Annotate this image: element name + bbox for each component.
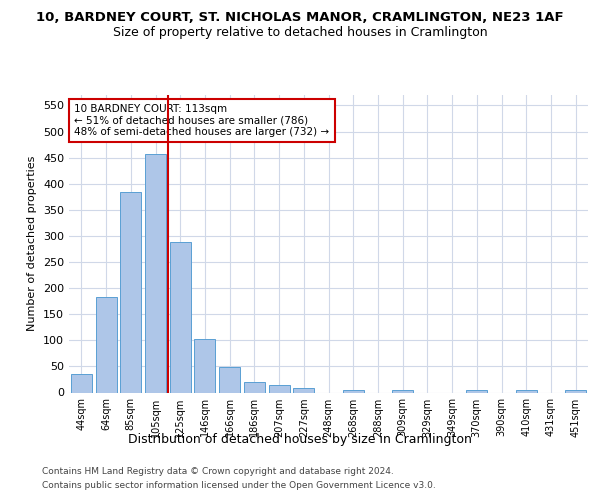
Bar: [219, 368, 240, 392]
Bar: [269, 384, 290, 392]
Text: 10, BARDNEY COURT, ST. NICHOLAS MANOR, CRAMLINGTON, NE23 1AF: 10, BARDNEY COURT, ST. NICHOLAS MANOR, C…: [36, 11, 564, 24]
Text: 10 BARDNEY COURT: 113sqm
← 51% of detached houses are smaller (786)
48% of semi-: 10 BARDNEY COURT: 113sqm ← 51% of detach…: [74, 104, 329, 137]
Bar: [145, 154, 166, 392]
Bar: [343, 390, 364, 392]
Text: Contains HM Land Registry data © Crown copyright and database right 2024.: Contains HM Land Registry data © Crown c…: [42, 468, 394, 476]
Y-axis label: Number of detached properties: Number of detached properties: [28, 156, 37, 332]
Bar: [194, 338, 215, 392]
Bar: [244, 382, 265, 392]
Bar: [392, 390, 413, 392]
Bar: [170, 242, 191, 392]
Bar: [120, 192, 141, 392]
Bar: [71, 374, 92, 392]
Bar: [516, 390, 537, 392]
Text: Size of property relative to detached houses in Cramlington: Size of property relative to detached ho…: [113, 26, 487, 39]
Bar: [466, 390, 487, 392]
Bar: [95, 297, 116, 392]
Text: Distribution of detached houses by size in Cramlington: Distribution of detached houses by size …: [128, 432, 472, 446]
Bar: [293, 388, 314, 392]
Bar: [565, 390, 586, 392]
Text: Contains public sector information licensed under the Open Government Licence v3: Contains public sector information licen…: [42, 481, 436, 490]
